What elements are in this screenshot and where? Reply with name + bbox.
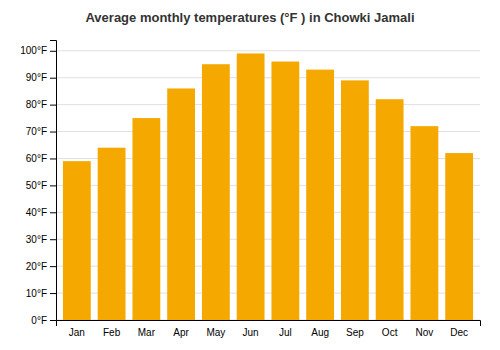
y-tick-label: 60°F [26,153,47,164]
x-tick-label: Nov [415,327,433,338]
bar [341,80,369,320]
x-tick: Dec [450,327,468,338]
bar [132,118,160,320]
y-tick-mark [50,158,56,159]
y-tick-label: 10°F [26,288,47,299]
bar [237,53,265,320]
x-tick-label: May [206,327,225,338]
bar [202,64,230,320]
grid [56,51,480,320]
x-tick: Apr [173,327,189,338]
title: Average monthly temperatures (°F ) in Ch… [85,10,414,25]
y-tick-mark [50,105,56,106]
y-axis-line [50,41,57,321]
x-tick: Aug [311,327,329,338]
x-tick-label: Jul [279,327,292,338]
y-tick-label: 80°F [26,99,47,110]
x-tick-label: Apr [173,327,189,338]
bar [306,70,334,320]
chart-svg: 0°F 10°F 20°F 30°F 40°F 50°F 60°F 70°F 80°F 90°F 1… [0,0,500,350]
y-tick: 80°F [26,99,56,110]
y-tick: 100°F [20,45,56,56]
grid-line [56,77,480,78]
y-tick: 40°F [26,207,56,218]
y-axis: 0°F 10°F 20°F 30°F 40°F 50°F 60°F 70°F 80°F 90°F 1… [20,41,56,326]
y-tick-mark [50,266,56,267]
y-tick: 0°F [31,315,56,326]
x-tick-label: Aug [311,327,329,338]
y-tick: 30°F [26,234,56,245]
y-tick-mark [50,51,56,52]
x-tick: May [206,327,225,338]
grid-line [56,104,480,105]
x-tick-label: Mar [138,327,156,338]
x-tick-label: Feb [103,327,121,338]
y-tick: 60°F [26,153,56,164]
x-tick: Jul [279,327,292,338]
grid-line [56,50,480,51]
y-tick-mark [50,239,56,240]
x-tick: Jun [243,327,259,338]
y-tick: 20°F [26,261,56,272]
bars [63,53,473,320]
bar [167,88,195,320]
x-tick-label: Jan [69,327,85,338]
bar [271,62,299,320]
y-tick-label: 40°F [26,207,47,218]
x-tick: Nov [415,327,433,338]
y-tick-mark [50,212,56,213]
y-tick-mark [50,78,56,79]
y-tick: 70°F [26,126,56,137]
x-tick-label: Jun [243,327,259,338]
bar [98,148,126,320]
y-tick-mark [50,185,56,186]
y-tick-mark [50,320,56,321]
bar [63,161,91,320]
chart-container: 0°F 10°F 20°F 30°F 40°F 50°F 60°F 70°F 80°F 90°F 1… [0,0,500,350]
y-tick-label: 70°F [26,126,47,137]
y-tick-label: 0°F [31,315,47,326]
x-tick: Jan [69,327,85,338]
x-axis-line [57,321,481,327]
y-tick-label: 20°F [26,261,47,272]
x-tick-label: Oct [382,327,398,338]
y-tick-label: 30°F [26,234,47,245]
bar [445,153,473,320]
bar [376,99,404,320]
bar [410,126,438,320]
x-tick-label: Sep [346,327,364,338]
plot-area: 0°F 10°F 20°F 30°F 40°F 50°F 60°F 70°F 80°F 90°F 1… [20,41,480,339]
y-tick-label: 50°F [26,180,47,191]
x-tick: Mar [138,327,156,338]
x-tick: Sep [346,327,364,338]
y-tick: 90°F [26,72,56,83]
y-tick-label: 100°F [20,45,47,56]
y-tick-label: 90°F [26,72,47,83]
x-tick-label: Dec [450,327,468,338]
y-tick-mark [50,132,56,133]
y-tick: 10°F [26,288,56,299]
y-tick-mark [50,293,56,294]
x-tick: Feb [103,327,121,338]
y-tick: 50°F [26,180,56,191]
x-axis: Jan Feb Mar Apr May Jun Jul Aug Sep Oct Nov Dec [57,321,481,339]
x-tick: Oct [382,327,398,338]
